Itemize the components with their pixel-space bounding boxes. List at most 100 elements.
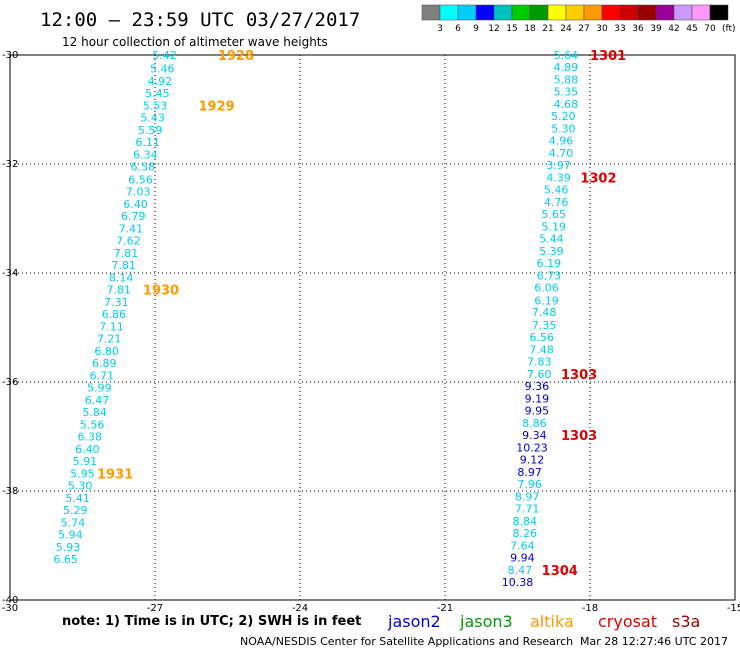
wave-height-label: 5.41 [65, 492, 90, 505]
wave-height-label: 8.84 [513, 515, 538, 528]
wave-height-label: 8.86 [522, 417, 547, 430]
wave-height-label: 6.71 [90, 369, 115, 382]
wave-height-label: 7.21 [97, 332, 122, 345]
colorbar-swatch [565, 4, 585, 21]
colorbar-swatch [709, 4, 729, 21]
colorbar-tick-label: 3 [437, 24, 443, 34]
wave-height-label: 8.26 [513, 527, 538, 540]
wave-height-label: 6.58 [131, 161, 156, 174]
wave-height-label: 7.96 [517, 478, 542, 491]
colorbar-swatch [637, 4, 657, 21]
wave-height-label: 4.89 [554, 61, 579, 74]
wave-height-label: 6.56 [128, 173, 153, 186]
y-tick-label: -30 [2, 50, 18, 61]
wave-height-label: 5.44 [539, 233, 564, 246]
x-tick-label: -18 [582, 603, 598, 614]
wave-height-label: 7.81 [114, 247, 139, 260]
colorbar-swatch [529, 4, 549, 21]
colorbar-swatch [475, 4, 495, 21]
wave-height-label: 6.40 [123, 198, 148, 211]
wave-height-label: 5.43 [140, 112, 165, 125]
wave-height-label: 3.97 [546, 159, 571, 172]
wave-height-label: 7.35 [532, 319, 557, 332]
wave-height-label: 6.89 [92, 357, 117, 370]
wave-height-label: 4.76 [544, 196, 569, 209]
wave-height-label: 9.19 [525, 392, 550, 405]
colorbar-swatch [457, 4, 477, 21]
wave-height-label: 7.03 [126, 185, 151, 198]
colorbar-swatch [691, 4, 711, 21]
colorbar-legend: 3 6 9 12 15 18 21 24 27 30 33 36 39 42 45 70 (ft) [421, 4, 736, 34]
time-label: 1930 [143, 283, 179, 298]
timestamp-text: Mar 28 12:27:46 UTC 2017 [580, 635, 728, 648]
wave-height-label: 6.65 [53, 553, 78, 566]
colorbar-tick-label: 39 [650, 24, 662, 34]
wave-height-label: 5.39 [539, 245, 564, 258]
wave-height-label: 5.53 [143, 100, 168, 113]
time-label: 1301 [590, 49, 626, 64]
wave-height-label: 6.86 [102, 308, 127, 321]
satellite-legend-altika: altika [530, 612, 574, 631]
y-tick-label: -38 [2, 486, 18, 497]
wave-height-label: 7.64 [510, 540, 535, 553]
wave-height-label: 9.36 [525, 380, 550, 393]
wave-height-label: 7.83 [527, 355, 552, 368]
time-label: 1303 [561, 429, 597, 444]
colorbar-tick-label: 27 [578, 24, 589, 34]
colorbar-tick-label: 9 [473, 24, 479, 34]
y-tick-label: -36 [2, 377, 18, 388]
wave-height-label: 9.94 [510, 551, 535, 564]
wave-height-label: 5.45 [145, 87, 170, 100]
wave-height-label: 5.84 [82, 406, 107, 419]
plot-frame [9, 54, 736, 601]
wave-height-label: 6.38 [78, 431, 103, 444]
wave-height-label: 5.74 [61, 517, 86, 530]
wave-height-label: 5.59 [138, 124, 163, 137]
time-label: 1303 [561, 368, 597, 383]
satellite-legend: jason2 jason3 altika cryosat s3a [387, 612, 700, 631]
colorbar-swatch [493, 4, 513, 21]
wave-height-label: 5.94 [58, 529, 83, 542]
colorbar-swatch [655, 4, 675, 21]
wave-height-label: 4.68 [554, 98, 579, 111]
x-tick-label: -21 [437, 603, 453, 614]
wave-height-label: 8.14 [109, 271, 134, 284]
chart-subtitle: 12 hour collection of altimeter wave hei… [62, 35, 328, 49]
wave-height-label: 8.47 [508, 564, 533, 577]
wave-height-label: 5.93 [56, 541, 81, 554]
wave-height-label: 6.80 [94, 345, 119, 358]
colorbar-tick-label: 15 [506, 24, 517, 34]
colorbar-tick-label: 30 [596, 24, 608, 34]
wave-height-label: 6.40 [75, 443, 100, 456]
wave-height-label: 9.12 [520, 453, 545, 466]
colorbar-tick-label: 70 [704, 24, 716, 34]
colorbar-swatch [583, 4, 603, 21]
wave-height-label: 6.19 [537, 257, 562, 270]
wave-height-label: 9.95 [525, 404, 550, 417]
wave-height-label: 7.11 [99, 320, 124, 333]
x-tick-label: -24 [292, 603, 308, 614]
wave-height-label: 5.30 [551, 123, 576, 136]
colorbar-tick-label: 42 [668, 24, 679, 34]
colorbar-swatch [601, 4, 621, 21]
colorbar-swatch [547, 4, 567, 21]
satellite-legend-jason3: jason3 [459, 612, 513, 631]
wave-height-label: 5.29 [63, 504, 88, 517]
wave-height-label: 5.65 [542, 208, 567, 221]
time-label: 1928 [218, 49, 254, 64]
time-label: 1304 [542, 564, 578, 579]
footer-note: note: 1) Time is in UTC; 2) SWH is in fe… [62, 614, 361, 629]
satellite-legend-s3a: s3a [672, 612, 700, 631]
wave-height-label: 5.30 [68, 480, 93, 493]
colorbar-unit: (ft) [722, 24, 736, 34]
wave-height-label: 4.96 [549, 135, 574, 148]
colorbar-swatch [439, 4, 459, 21]
wave-height-label: 8.97 [517, 466, 542, 479]
satellite-legend-cryosat: cryosat [598, 612, 657, 631]
axis-ticks: -30 -27 -24 -21 -18 -15 -30 -32 -34 -36 -38 -40 [2, 50, 740, 614]
wave-height-label: 5.19 [542, 221, 567, 234]
colorbar-tick-label: 21 [542, 24, 553, 34]
wave-height-label: 4.92 [148, 75, 173, 88]
credit-text: NOAA/NESDIS Center for Satellite Applica… [240, 635, 573, 648]
y-tick-label: -34 [2, 268, 18, 279]
